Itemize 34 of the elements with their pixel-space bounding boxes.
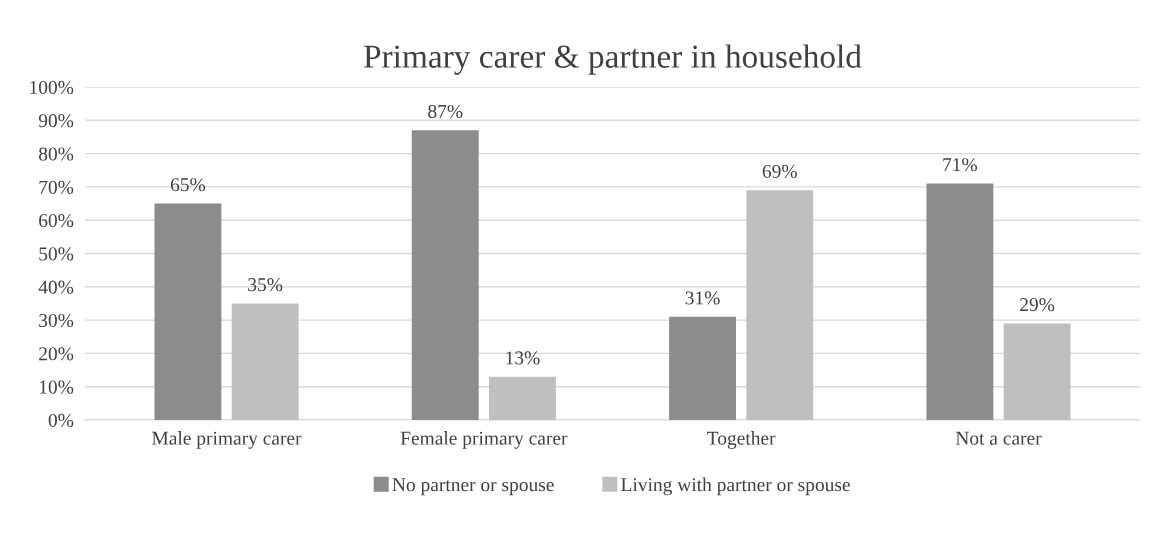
bar — [411, 130, 479, 420]
data-label: 29% — [1020, 298, 1055, 312]
y-tick-label: 60% — [39, 214, 74, 228]
y-tick-label: 80% — [38, 147, 74, 161]
bar — [926, 183, 994, 420]
data-label: 13% — [506, 351, 540, 365]
y-tick-label: 0% — [48, 413, 74, 427]
x-tick-label: Together — [707, 431, 776, 449]
chart-title: Primary carer & partner in household — [364, 44, 862, 75]
data-label: 65% — [170, 178, 206, 192]
data-label: 87% — [428, 104, 463, 119]
y-tick-label: 100% — [30, 80, 74, 94]
legend-label: No partner or spouse — [392, 478, 554, 496]
y-tick-label: 90% — [38, 114, 74, 128]
y-tick-label: 10% — [39, 380, 74, 394]
x-tick-label: Male primary carer — [152, 431, 302, 449]
x-tick-label: Not a carer — [955, 431, 1042, 445]
y-tick-label: 40% — [38, 280, 74, 294]
bar — [488, 376, 556, 420]
y-tick-label: 70% — [39, 180, 74, 194]
bar — [1003, 323, 1071, 420]
legend-label: Living with partner or spouse — [621, 477, 850, 496]
bar — [154, 203, 222, 420]
y-tick-label: 50% — [39, 247, 74, 261]
data-label: 71% — [943, 158, 978, 172]
data-label: 35% — [248, 278, 283, 292]
y-tick-label: 30% — [39, 313, 74, 328]
y-tick-label: 20% — [39, 347, 74, 361]
bar — [231, 303, 299, 420]
bar — [669, 316, 737, 420]
data-label: 31% — [685, 291, 720, 305]
bar — [746, 190, 814, 420]
x-tick-label: Female primary carer — [400, 431, 568, 449]
data-label: 69% — [762, 164, 797, 179]
